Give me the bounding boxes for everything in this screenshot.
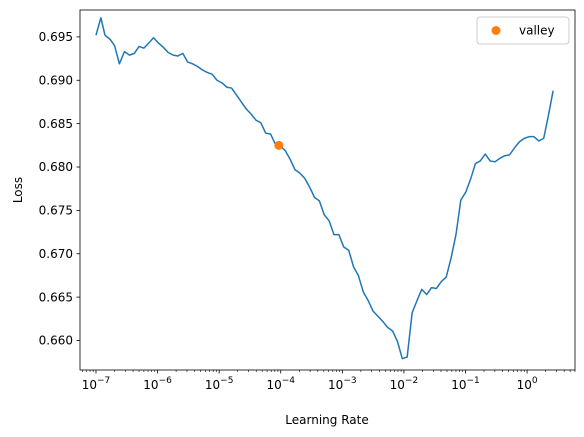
x-axis-label: Learning Rate [285, 413, 368, 427]
x-tick-label: 10−6 [143, 376, 172, 392]
y-tick-label: 0.680 [39, 160, 73, 174]
y-tick-label: 0.690 [39, 73, 73, 87]
y-tick-label: 0.660 [39, 334, 73, 348]
y-axis: 0.660 0.665 0.670 0.675 0.680 0.685 0.690 0.695 [39, 30, 80, 348]
x-tick-label: 10−7 [82, 376, 111, 392]
x-tick-label: 10−4 [266, 376, 295, 392]
x-tick-label: 10−5 [205, 376, 234, 392]
legend: valley [476, 16, 570, 45]
plot-area [95, 17, 554, 360]
x-axis: 10−7 10−6 10−5 10−4 10−3 10−2 10−1 100 [82, 370, 576, 392]
x-tick-label: 100 [517, 376, 538, 392]
legend-valley-label: valley [519, 24, 555, 38]
loss-line [95, 17, 554, 360]
x-tick-label: 10−3 [328, 376, 357, 392]
y-tick-label: 0.695 [39, 30, 73, 44]
x-tick-label: 10−1 [451, 376, 480, 392]
y-tick-label: 0.665 [39, 290, 73, 304]
y-tick-label: 0.685 [39, 117, 73, 131]
y-tick-label: 0.670 [39, 247, 73, 261]
plot-frame [79, 9, 576, 371]
legend-valley-marker [491, 26, 501, 35]
y-axis-label: Loss [11, 177, 25, 203]
y-tick-label: 0.675 [39, 204, 73, 218]
x-tick-label: 10−2 [390, 376, 419, 392]
legend-box [476, 16, 570, 45]
valley-point [274, 140, 284, 150]
